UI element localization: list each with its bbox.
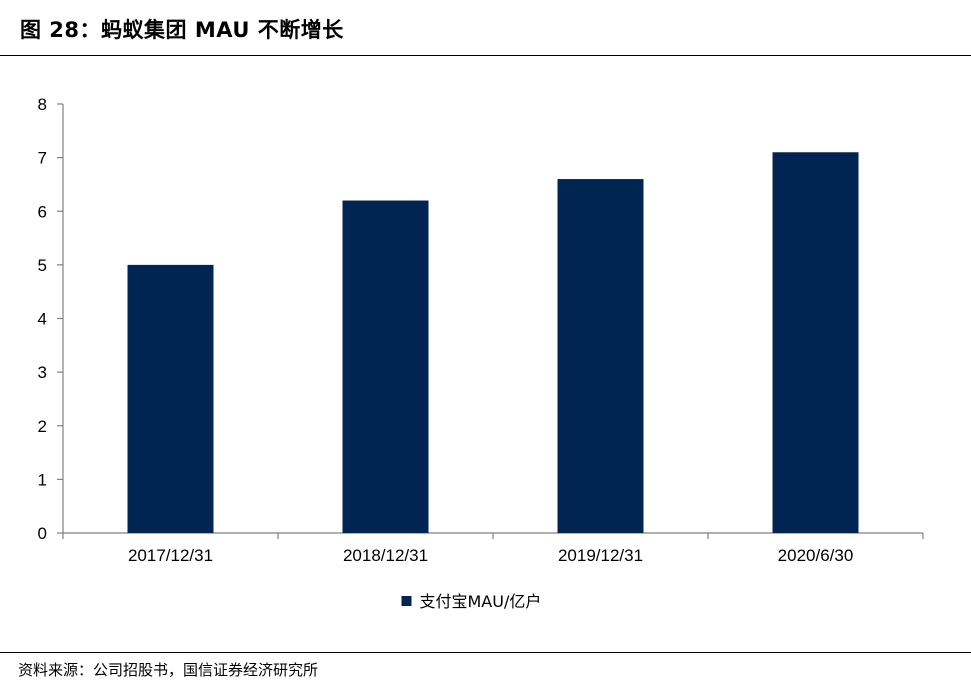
x-tick-label: 2018/12/31 bbox=[343, 546, 428, 565]
bar-chart: 0 1 2 3 4 5 6 7 8 2017/12/31 2018/12/31 2019/12/31… bbox=[38, 95, 924, 611]
bar bbox=[127, 264, 214, 533]
y-tick-label: 2 bbox=[38, 417, 47, 436]
bar-series bbox=[127, 152, 859, 533]
x-tick-label: 2019/12/31 bbox=[558, 546, 643, 565]
source-bar: 资料来源：公司招股书，国信证券经济研究所 bbox=[0, 652, 971, 687]
y-tick-label: 5 bbox=[38, 256, 47, 275]
figure-title: 图 28：蚂蚁集团 MAU 不断增长 bbox=[20, 18, 344, 42]
legend-swatch bbox=[401, 596, 412, 606]
y-tick-label: 7 bbox=[38, 149, 47, 168]
bar bbox=[557, 179, 644, 533]
y-tick-label: 0 bbox=[38, 524, 47, 543]
y-tick-label: 3 bbox=[38, 363, 47, 382]
y-tick-label: 4 bbox=[38, 310, 47, 329]
x-tick-label: 2020/6/30 bbox=[778, 546, 854, 565]
y-tick-label: 8 bbox=[38, 95, 47, 114]
bar bbox=[772, 152, 859, 533]
chart-area: 0 1 2 3 4 5 6 7 8 2017/12/31 2018/12/31 2019/12/31… bbox=[0, 56, 971, 650]
bar bbox=[342, 200, 429, 533]
y-tick-label: 1 bbox=[38, 470, 47, 489]
legend: 支付宝MAU/亿户 bbox=[401, 592, 542, 611]
x-axis: 2017/12/31 2018/12/31 2019/12/31 2020/6/30 bbox=[62, 532, 924, 565]
y-tick-label: 6 bbox=[38, 202, 47, 221]
source-note: 资料来源：公司招股书，国信证券经济研究所 bbox=[18, 661, 319, 679]
figure-title-bar: 图 28：蚂蚁集团 MAU 不断增长 bbox=[0, 0, 971, 56]
legend-label: 支付宝MAU/亿户 bbox=[420, 592, 542, 611]
x-tick-label: 2017/12/31 bbox=[128, 546, 213, 565]
y-axis: 0 1 2 3 4 5 6 7 8 bbox=[38, 95, 64, 543]
